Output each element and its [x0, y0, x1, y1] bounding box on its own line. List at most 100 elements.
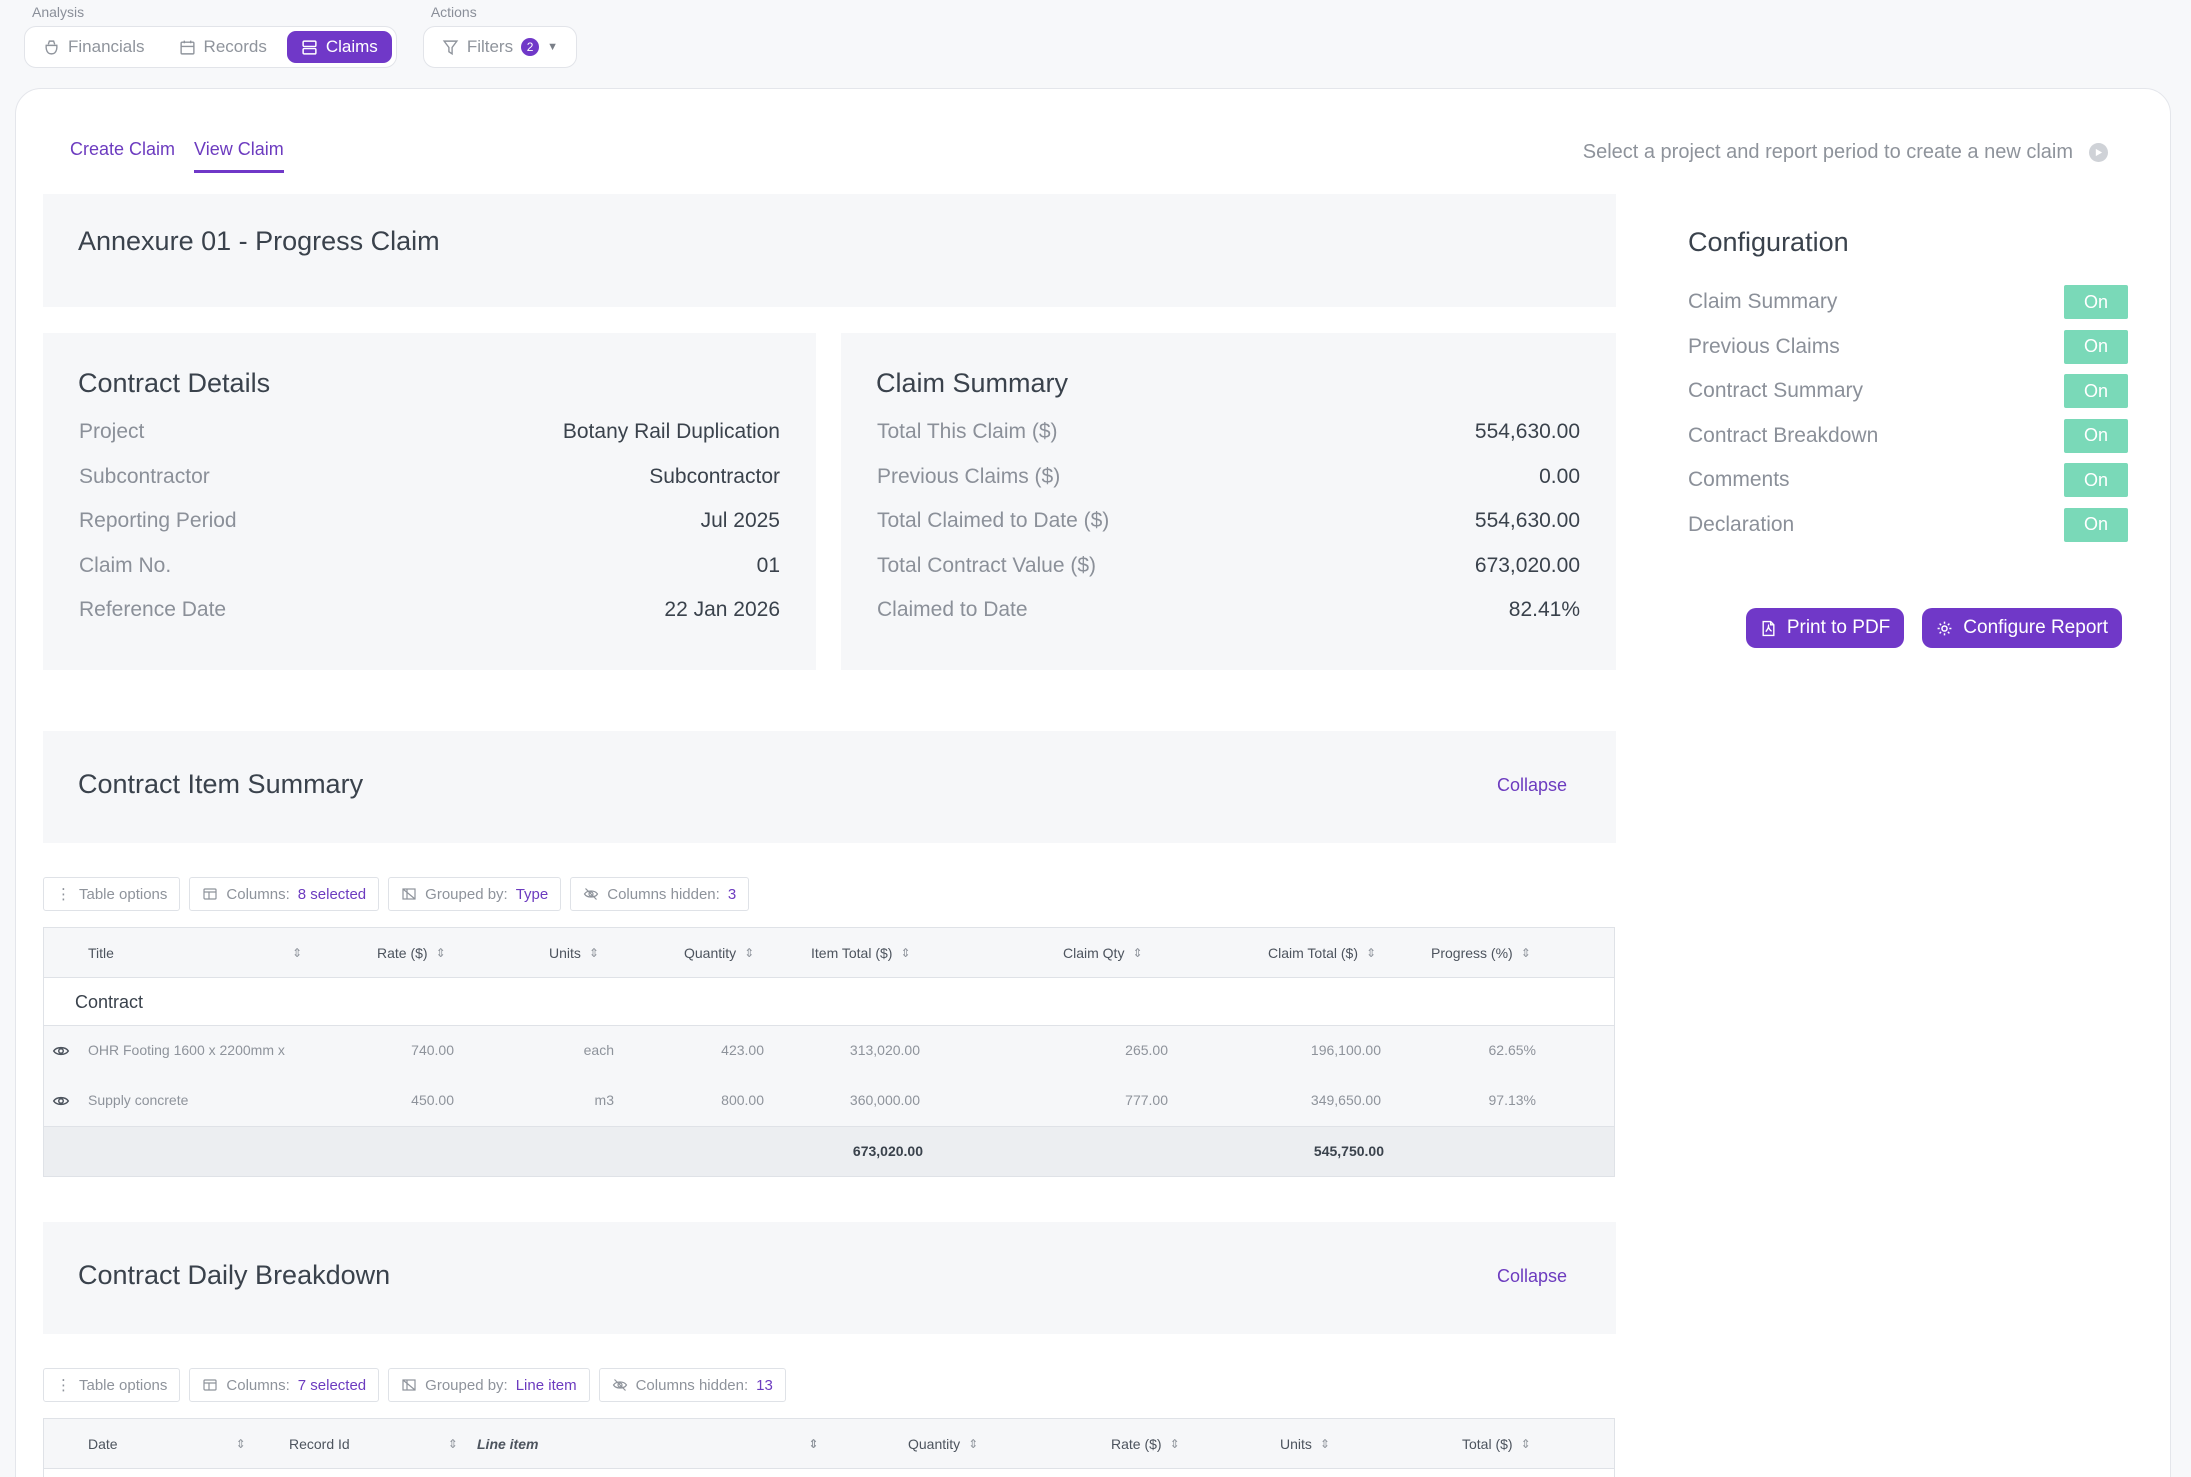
column-header-progress[interactable]: Progress (%) ⇕: [1431, 928, 1531, 978]
grouped-by-selector[interactable]: Grouped by: Type: [388, 877, 562, 911]
filters-button[interactable]: Filters 2 ▼: [428, 31, 572, 63]
cell-claim-qty: 265.00: [1125, 1042, 1168, 1058]
daily-breakdown-collapse-link[interactable]: Collapse: [1496, 1266, 1567, 1286]
configure-report-label: Configure Report: [1963, 617, 2108, 638]
tab-claims[interactable]: Claims: [286, 31, 392, 63]
columns-hidden-label: Columns hidden:: [635, 1376, 749, 1394]
sort-icon[interactable]: ⇕: [744, 946, 755, 960]
cell-quantity: 423.00: [721, 1042, 764, 1058]
sort-icon[interactable]: ⇕: [808, 1437, 819, 1451]
detail-key: Reporting Period: [79, 509, 237, 532]
column-header-quantity[interactable]: Quantity ⇕: [908, 1419, 978, 1469]
column-header-item-total[interactable]: Item Total ($) ⇕: [811, 928, 911, 978]
column-header-line-item[interactable]: Line item ⇕: [477, 1419, 819, 1469]
columns-selector[interactable]: Columns: 7 selected: [189, 1368, 380, 1402]
sort-icon[interactable]: ⇕: [1319, 1437, 1330, 1451]
eye-off-icon: [584, 888, 599, 900]
claim-summary-toggle[interactable]: On: [2064, 285, 2128, 320]
kebab-icon: ⋮: [56, 886, 71, 903]
claim-summary-title: Claim Summary: [876, 368, 1069, 398]
tab-create-claim[interactable]: Create Claim: [70, 139, 176, 159]
column-header-claim-total[interactable]: Claim Total ($) ⇕: [1268, 928, 1376, 978]
column-header-title[interactable]: Title ⇕: [88, 928, 302, 978]
pdf-file-icon: [1762, 620, 1775, 636]
table-options-button[interactable]: ⋮ Table options: [43, 877, 181, 911]
sort-icon[interactable]: ⇕: [588, 946, 599, 960]
tab-financials[interactable]: Financials: [29, 31, 159, 63]
table-header: Date ⇕ Record Id ⇕ Line item ⇕ Quantity ⇕ Ra…: [44, 1419, 1614, 1469]
declaration-toggle[interactable]: On: [2064, 507, 2128, 542]
cell-item-total: 360,000.00: [849, 1092, 920, 1108]
config-label: Declaration: [1688, 512, 1795, 536]
sort-icon[interactable]: ⇕: [235, 1437, 246, 1451]
config-row-declaration: Declaration On: [1688, 503, 2128, 548]
eye-icon[interactable]: [52, 1042, 70, 1060]
filters-count-badge: 2: [521, 38, 540, 56]
column-header-date[interactable]: Date ⇕: [88, 1419, 246, 1469]
grouped-by-label: Grouped by:: [425, 885, 508, 903]
sort-icon[interactable]: ⇕: [1132, 946, 1143, 960]
columns-hidden-selector[interactable]: Columns hidden: 13: [598, 1368, 786, 1402]
configure-report-button[interactable]: Configure Report: [1922, 608, 2122, 648]
sort-icon[interactable]: ⇕: [968, 1437, 979, 1451]
column-title: Claim Qty: [1063, 945, 1125, 961]
contract-summary-toggle[interactable]: On: [2064, 374, 2128, 409]
daily-breakdown-title: Contract Daily Breakdown: [78, 1260, 391, 1290]
columns-hidden-selector[interactable]: Columns hidden: 3: [570, 877, 750, 911]
top-toolbar: Analysis Financials Records Claims Actio…: [24, 4, 577, 68]
analysis-label: Analysis: [32, 4, 85, 20]
detail-key: Project: [79, 420, 145, 443]
eye-icon[interactable]: [52, 1092, 70, 1110]
chevron-down-icon: ▼: [547, 41, 558, 53]
sort-icon[interactable]: ⇕: [1169, 1437, 1180, 1451]
column-header-record-id[interactable]: Record Id ⇕: [289, 1419, 458, 1469]
configuration-panel: Configuration Claim Summary On Previous C…: [1688, 227, 2128, 547]
cell-claim-total: 196,100.00: [1310, 1042, 1381, 1058]
sort-icon[interactable]: ⇕: [447, 1437, 458, 1451]
contract-details-title: Contract Details: [78, 368, 271, 398]
config-row-claim-summary: Claim Summary On: [1688, 280, 2128, 325]
analysis-segmented-control: Financials Records Claims: [24, 26, 397, 68]
tab-view-claim[interactable]: View Claim: [194, 139, 284, 173]
column-header-units[interactable]: Units ⇕: [1280, 1419, 1330, 1469]
print-to-pdf-button[interactable]: Print to PDF: [1745, 608, 1905, 648]
column-header-rate[interactable]: Rate ($) ⇕: [377, 928, 446, 978]
column-header-quantity[interactable]: Quantity ⇕: [684, 928, 754, 978]
sort-icon[interactable]: ⇕: [1366, 946, 1377, 960]
detail-value: Subcontractor: [649, 465, 780, 488]
comments-toggle[interactable]: On: [2064, 463, 2128, 498]
previous-claims-toggle[interactable]: On: [2064, 329, 2128, 364]
tab-records[interactable]: Records: [165, 31, 281, 63]
play-icon[interactable]: [2089, 143, 2108, 162]
column-header-claim-qty[interactable]: Claim Qty ⇕: [1063, 928, 1143, 978]
eye-off-icon: [612, 1379, 627, 1391]
tab-records-label: Records: [203, 37, 267, 56]
sort-icon[interactable]: ⇕: [1520, 946, 1531, 960]
column-title: Rate ($): [1111, 1436, 1162, 1452]
sort-icon[interactable]: ⇕: [435, 946, 446, 960]
column-title: Total ($): [1462, 1436, 1513, 1452]
item-summary-title: Contract Item Summary: [78, 769, 364, 799]
summary-key: Previous Claims ($): [877, 465, 1061, 488]
table-options-button[interactable]: ⋮ Table options: [43, 1368, 181, 1402]
table-header: Title ⇕ Rate ($) ⇕ Units ⇕ Quantity ⇕ Item T…: [44, 928, 1614, 978]
main-card: Create Claim View Claim Select a project…: [15, 88, 2171, 1477]
cell-rate: 450.00: [411, 1092, 454, 1108]
detail-key: Reference Date: [79, 598, 227, 621]
sort-icon[interactable]: ⇕: [900, 946, 911, 960]
column-header-rate[interactable]: Rate ($) ⇕: [1111, 1419, 1180, 1469]
columns-selector[interactable]: Columns: 8 selected: [189, 877, 380, 911]
annexure-title: Annexure 01 - Progress Claim: [78, 226, 440, 256]
item-summary-collapse-link[interactable]: Collapse: [1496, 775, 1567, 795]
grouped-by-selector[interactable]: Grouped by: Line item: [388, 1368, 590, 1402]
summary-key: Total Contract Value ($): [877, 554, 1097, 577]
sort-icon[interactable]: ⇕: [291, 946, 302, 960]
column-header-units[interactable]: Units ⇕: [549, 928, 599, 978]
config-label: Claim Summary: [1688, 290, 1838, 314]
columns-hidden-label: Columns hidden:: [607, 885, 720, 903]
sort-icon[interactable]: ⇕: [1520, 1437, 1531, 1451]
detail-value: Jul 2025: [700, 509, 780, 532]
hint-text: Select a project and report period to cr…: [1582, 141, 2073, 163]
contract-breakdown-toggle[interactable]: On: [2064, 418, 2128, 453]
column-header-total[interactable]: Total ($) ⇕: [1462, 1419, 1531, 1469]
